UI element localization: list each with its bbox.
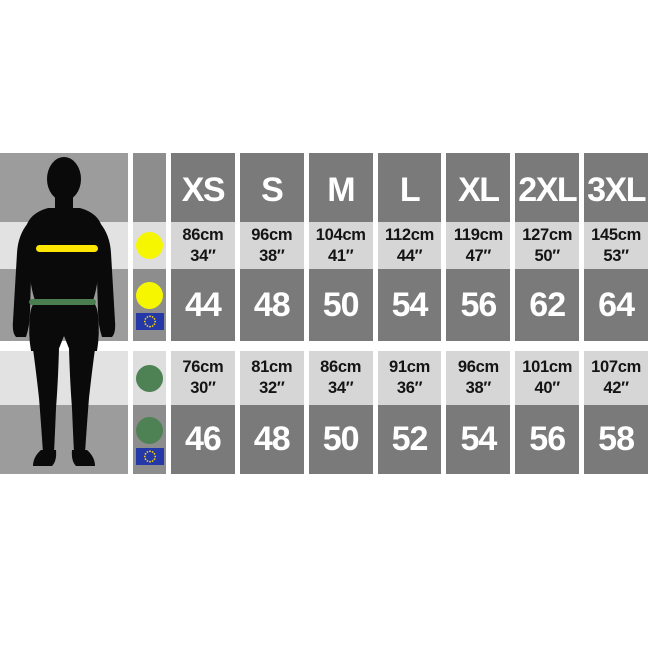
chest-size-xl: 119cm 47″ [446, 222, 511, 269]
size-header-s: S [239, 153, 304, 222]
header-row: XS S M L XL 2XL 3XL [0, 153, 648, 222]
silhouette-left-arm [12, 223, 33, 337]
waist-eu-2xl: 56 [515, 405, 580, 474]
chest-size-m: 104cm 41″ [308, 222, 373, 269]
waist-marker-green-dot-icon [136, 364, 163, 392]
waist-eu-xl: 54 [446, 405, 511, 474]
chest-marker-cell [133, 222, 166, 269]
eu-flag-icon [135, 313, 164, 330]
waist-eu-m: 50 [308, 405, 373, 474]
chest-eu-marker-cell [133, 269, 166, 341]
chest-eu-row: 44 48 50 54 56 62 64 [0, 269, 648, 341]
waist-eu-s: 48 [239, 405, 304, 474]
waist-eu-3xl: 58 [584, 405, 648, 474]
size-header-xl: XL [446, 153, 511, 222]
silhouette-band-waist-eu [0, 405, 128, 474]
silhouette-neck [55, 191, 73, 211]
chest-marker-yellow-dot-icon [136, 232, 163, 259]
waist-marker-cell [133, 351, 166, 405]
size-header-m: M [308, 153, 373, 222]
silhouette-right-arm [96, 223, 116, 337]
chest-marker-yellow-dot-icon [136, 282, 163, 309]
body-silhouette [12, 157, 116, 466]
eu-flag-icon [135, 447, 164, 465]
waist-size-xs: 76cm 30″ [171, 351, 235, 405]
marker-band-header [133, 153, 166, 222]
silhouette-head [47, 157, 81, 201]
chest-size-l: 112cm 44″ [377, 222, 442, 269]
waist-marker-green-dot-icon [136, 416, 163, 444]
waist-eu-marker-cell [133, 405, 166, 474]
chest-eu-l: 54 [377, 269, 442, 341]
size-header-3xl: 3XL [584, 153, 648, 222]
size-header-l: L [377, 153, 442, 222]
chest-size-s: 96cm 38″ [239, 222, 304, 269]
waist-cm-row: 76cm 30″ 81cm 32″ 86cm 34″ 91cm 36″ 96cm 38″ … [0, 351, 648, 405]
chest-measure-line [36, 245, 98, 252]
silhouette-right-foot [71, 450, 95, 466]
size-header-xs: XS [171, 153, 235, 222]
waist-size-l: 91cm 36″ [377, 351, 442, 405]
silhouette-left-foot [33, 450, 57, 466]
chest-eu-s: 48 [239, 269, 304, 341]
waist-size-s: 81cm 32″ [239, 351, 304, 405]
waist-measure-line [29, 299, 96, 305]
waist-size-xl: 96cm 38″ [446, 351, 511, 405]
chest-size-3xl: 145cm 53″ [584, 222, 648, 269]
chest-eu-2xl: 62 [515, 269, 580, 341]
chest-size-2xl: 127cm 50″ [515, 222, 580, 269]
chest-eu-m: 50 [308, 269, 373, 341]
waist-size-2xl: 101cm 40″ [515, 351, 580, 405]
chest-size-xs: 86cm 34″ [171, 222, 235, 269]
silhouette-torso [26, 208, 102, 303]
waist-eu-l: 52 [377, 405, 442, 474]
silhouette-band-waist-cm [0, 351, 128, 405]
chest-eu-xs: 44 [171, 269, 235, 341]
waist-size-m: 86cm 34″ [308, 351, 373, 405]
silhouette-left-leg [33, 349, 59, 453]
waist-eu-row: 46 48 50 52 54 56 58 [0, 405, 648, 474]
chest-eu-xl: 56 [446, 269, 511, 341]
silhouette-right-leg [69, 349, 95, 453]
silhouette-shorts [29, 301, 99, 351]
size-header-2xl: 2XL [515, 153, 580, 222]
waist-size-3xl: 107cm 42″ [584, 351, 648, 405]
chest-eu-3xl: 64 [584, 269, 648, 341]
waist-eu-xs: 46 [171, 405, 235, 474]
